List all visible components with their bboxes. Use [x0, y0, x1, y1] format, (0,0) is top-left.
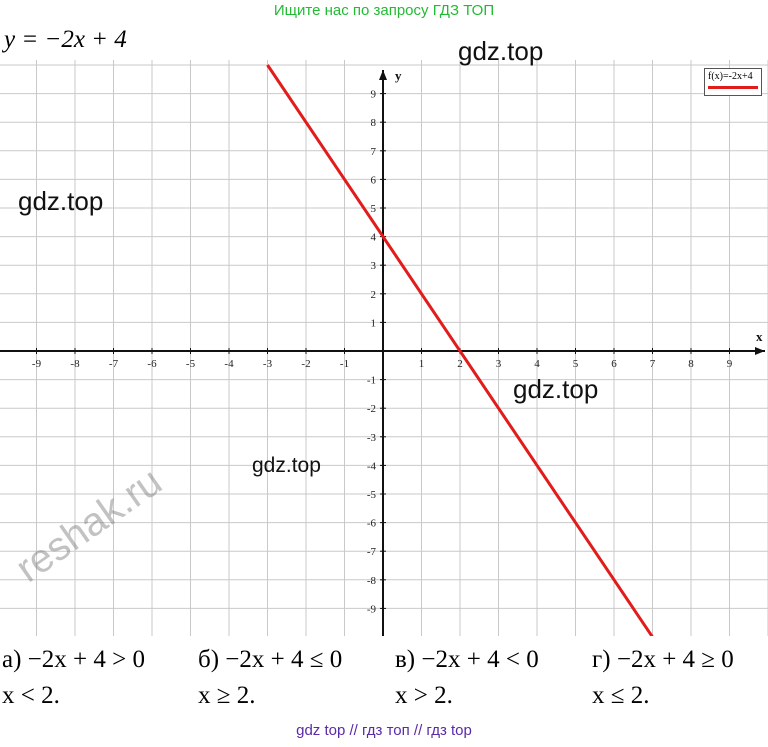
answer-a: а) −2x + 4 > 0 x < 2. — [2, 646, 145, 710]
x-tick-label: -6 — [147, 358, 157, 370]
function-equation: y = −2x + 4 — [4, 26, 127, 53]
x-axis-arrow — [755, 347, 765, 355]
watermark-1: gdz.top — [458, 36, 544, 66]
top-note: Ищите нас по запросу ГДЗ ТОП — [273, 2, 495, 19]
answer-b-result: x ≥ 2. — [198, 682, 256, 709]
answer-a-inequality: −2x + 4 > 0 — [27, 646, 145, 673]
answer-b-inequality: −2x + 4 ≤ 0 — [225, 646, 343, 673]
answers: а) −2x + 4 > 0 x < 2. б) −2x + 4 ≤ 0 x ≥… — [0, 646, 768, 726]
y-tick-label: 7 — [371, 146, 377, 158]
y-tick-label: -4 — [367, 460, 377, 472]
answer-c: в) −2x + 4 < 0 x > 2. — [395, 646, 539, 710]
answer-a-label: а) — [2, 646, 22, 673]
x-tick-label: -4 — [224, 358, 234, 370]
y-tick-label: -5 — [367, 489, 377, 501]
y-tick-label: -7 — [367, 546, 377, 558]
x-tick-label: 5 — [573, 358, 579, 370]
footer-note: gdz top // гдз топ // гдз top — [296, 722, 472, 739]
y-tick-label: 2 — [371, 289, 377, 301]
x-tick-label: 7 — [650, 358, 656, 370]
x-tick-label: 9 — [727, 358, 733, 370]
answer-b: б) −2x + 4 ≤ 0 x ≥ 2. — [198, 646, 342, 710]
x-tick-label: -7 — [109, 358, 119, 370]
x-tick-label: 6 — [611, 358, 617, 370]
y-tick-label: -3 — [367, 432, 377, 444]
y-tick-label: 5 — [371, 203, 377, 215]
y-tick-label: -1 — [367, 375, 376, 387]
legend: f(x)=-2x+4 — [704, 68, 762, 96]
x-tick-label: -5 — [186, 358, 196, 370]
function-graph: x y -9 -8 -7 -6 -5 -4 -3 -2 -1 1 2 3 4 5 6 7 8 9 9 8 7 6 5 4 3 2 1 -1… — [0, 60, 768, 636]
x-tick-label: -9 — [32, 358, 42, 370]
answer-c-inequality: −2x + 4 < 0 — [421, 646, 539, 673]
y-axis-label: y — [395, 68, 402, 83]
x-tick-label: -3 — [263, 358, 273, 370]
y-tick-label: 4 — [371, 232, 377, 244]
answer-d-label: г) — [592, 646, 611, 673]
y-tick-label: 6 — [371, 174, 377, 186]
watermark-3: gdz.top — [513, 374, 599, 404]
answer-d-inequality: −2x + 4 ≥ 0 — [616, 646, 734, 673]
x-tick-label: 1 — [419, 358, 425, 370]
y-tick-label: 8 — [371, 117, 377, 129]
y-axis-arrow — [379, 70, 387, 80]
y-tick-label: 3 — [371, 260, 377, 272]
answer-c-result: x > 2. — [395, 682, 453, 709]
x-tick-label: 8 — [688, 358, 694, 370]
answer-b-label: б) — [198, 646, 220, 673]
function-line — [266, 64, 654, 636]
answer-a-result: x < 2. — [2, 682, 60, 709]
y-tick-label: -6 — [367, 518, 377, 530]
x-tick-label: -1 — [340, 358, 349, 370]
y-tick-label: -8 — [367, 575, 377, 587]
x-axis-label: x — [756, 329, 763, 344]
watermark-4: gdz.top — [252, 454, 321, 477]
legend-label: f(x)=-2x+4 — [708, 71, 753, 82]
y-tick-label: -2 — [367, 403, 376, 415]
answer-d: г) −2x + 4 ≥ 0 x ≤ 2. — [592, 646, 734, 710]
x-tick-label: -2 — [301, 358, 310, 370]
y-tick-label: 9 — [371, 89, 377, 101]
x-tick-label: 2 — [457, 358, 463, 370]
x-tick-label: -8 — [70, 358, 80, 370]
x-tick-label: 4 — [534, 358, 540, 370]
y-tick-label: 1 — [371, 317, 377, 329]
y-tick-label: -9 — [367, 603, 377, 615]
watermark-2: gdz.top — [18, 186, 104, 216]
answer-c-label: в) — [395, 646, 416, 673]
legend-swatch — [708, 86, 758, 89]
x-tick-label: 3 — [496, 358, 502, 370]
answer-d-result: x ≤ 2. — [592, 682, 650, 709]
